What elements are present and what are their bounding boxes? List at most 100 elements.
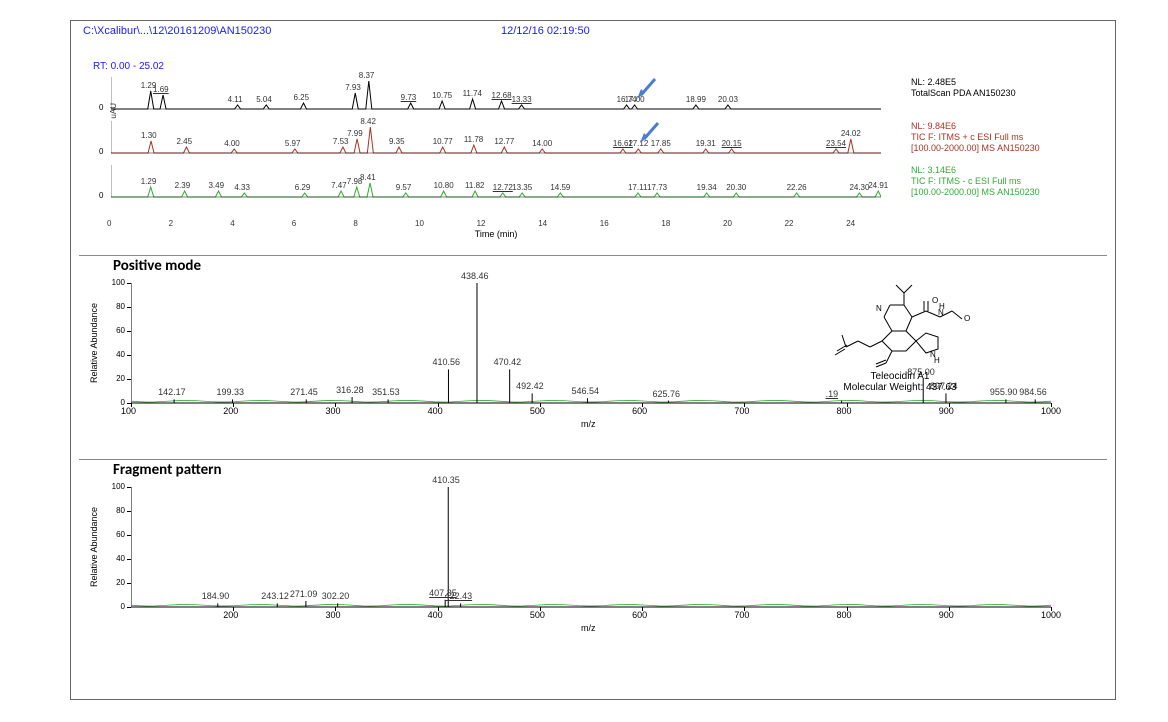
spectrum-peak-label: 199.33 [217,387,245,397]
spectrum-peak-label: 184.90 [202,591,230,601]
chrom-peak-label: 23.54 [826,139,846,148]
chrom-peak-label: 20.30 [726,183,746,192]
chrom-peak-label: 19.31 [696,139,716,148]
chrom-trace-1: 01.302.454.005.977.537.998.429.3510.7711… [111,119,881,163]
chrom-peak-label: 5.97 [285,139,301,148]
chrom-ytick-0: 0 [99,103,103,112]
chrom-peak-label: 14.59 [550,183,570,192]
time-tick: 24 [846,219,855,228]
chrom-side-info-1: NL: 9.84E6TIC F: ITMS + c ESI Full ms[10… [911,121,1111,154]
chrom-peak-label: 1.30 [141,131,157,140]
spectrum-ytick: 100 [101,482,125,491]
spectrum-ylabel: Relative Abundance [89,507,99,587]
chrom-peak-label: 6.29 [295,183,311,192]
fragment-title: Fragment pattern [113,461,222,479]
spectrum-ytick: 80 [101,506,125,515]
spectrum-ytick: 100 [101,278,125,287]
chrom-peak-label: 9.35 [389,137,405,146]
fragment-spectrum-plot: Relative Abundance020406080100184.90243.… [71,479,1115,649]
chrom-peak-label: 12.72 [493,183,513,192]
spectrum-peak-label: 410.56 [432,357,460,367]
chrom-side-info-2: NL: 3.14E6TIC F: ITMS - c ESI Full ms[10… [911,165,1111,198]
chrom-peak-label: 24.30 [849,183,869,192]
spectrum-xtick: 400 [428,406,443,416]
structure-svg: O H N OH N N H [830,271,970,371]
chemical-structure: O H N OH N N H Teleocidin A1 Molecular W… [805,271,995,393]
chrom-peak-label: 2.39 [175,181,191,190]
spectrum-ytick: 20 [101,578,125,587]
file-path: C:\Xcalibur\...\12\20161209\AN150230 [83,25,271,37]
spectrum-xtick: 500 [530,406,545,416]
spectrum-xtick: 800 [837,406,852,416]
spectrum-peak-label: 351.53 [372,387,400,397]
chrom-peak-label: 7.47 [331,181,347,190]
structure-mw: Molecular Weight: 437.63 [805,382,995,393]
chrom-peak-label: 12.68 [492,91,512,100]
spectrum-ytick: 40 [101,350,125,359]
time-tick: 6 [292,219,296,228]
spectrum-xtick-mark [847,607,848,611]
chrom-peak-label: 10.77 [433,137,453,146]
xcalibur-frame: C:\Xcalibur\...\12\20161209\AN150230 12/… [70,20,1116,700]
spectrum-xtick-mark [847,403,848,407]
positive-title: Positive mode [113,257,201,275]
chrom-peak-label: 19.34 [697,183,717,192]
spectrum-peak-label: 271.09 [290,589,318,599]
spectrum-xtick: 300 [325,406,340,416]
spectrum-xtick: 700 [734,406,749,416]
time-tick: 12 [477,219,486,228]
chrom-peak-label: 24.02 [841,129,861,138]
spectrum-peak-label: 470.42 [494,357,522,367]
spectrum-peak-label: 243.12 [261,591,289,601]
time-tick: 2 [169,219,173,228]
spectrum-xtick: 100 [121,406,136,416]
spectrum-xtitle: m/z [581,623,596,633]
chrom-arrow-icon [635,77,659,101]
spectrum-xtick: 600 [632,406,647,416]
spectrum-peak-label: 142.17 [158,387,186,397]
chrom-peak-label: 3.49 [208,181,224,190]
chrom-peak-label: 7.93 [345,83,361,92]
fragment-spectrum-panel: Fragment pattern Relative Abundance02040… [71,461,1115,661]
chrom-peak-label: 24.91 [868,181,888,190]
svg-text:N: N [938,308,944,317]
chrom-peak-label: 10.80 [434,181,454,190]
chrom-peak-label: 10.75 [432,91,452,100]
spectrum-peak-label: 438.46 [461,271,489,281]
chrom-peak-label: 8.41 [360,173,376,182]
spectrum-peak-label: 302.20 [322,591,350,601]
chrom-peak-label: 4.00 [224,139,240,148]
spectrum-ylabel: Relative Abundance [89,303,99,383]
spectrum-xtitle: m/z [581,419,596,429]
spectrum-peak-label: 316.28 [336,385,364,395]
separator-1 [79,255,1107,256]
spectrum-peak-label: 492.42 [516,381,544,391]
spectrum-xtick-mark [540,403,541,407]
chrom-trace-2: 01.292.393.494.336.297.477.988.419.5710.… [111,163,881,207]
chrom-peak-label: 1.29 [141,177,157,186]
chrom-peak-label: 4.11 [228,95,243,104]
time-tick: 18 [661,219,670,228]
chrom-ytick-0: 0 [99,191,103,200]
spectrum-xtick-mark [438,607,439,611]
spectrum-xtick-mark [949,403,950,407]
positive-spectrum-panel: Positive mode Relative Abundance02040608… [71,257,1115,457]
spectrum-xtick-mark [1051,607,1052,611]
spectrum-xtick-mark [1051,403,1052,407]
spectrum-xtick-mark [642,403,643,407]
spectrum-xtick-mark [642,607,643,611]
chrom-peak-label: 8.42 [360,117,376,126]
chrom-peak-label: 6.25 [294,93,310,102]
svg-text:N: N [876,304,882,313]
spectrum-ytick: 60 [101,530,125,539]
chrom-peak-label: 13.33 [512,95,532,104]
chrom-peak-label: 13.35 [512,183,532,192]
chrom-peak-label: 14.00 [532,139,552,148]
spectrum-xtick-mark [131,403,132,407]
rt-range-label: RT: 0.00 - 25.02 [93,61,164,72]
spectrum-xtick-mark [335,403,336,407]
spectrum-ytick: 0 [101,602,125,611]
time-tick: 4 [230,219,234,228]
chrom-peak-label: 22.26 [787,183,807,192]
spectrum-xtick: 200 [223,406,238,416]
